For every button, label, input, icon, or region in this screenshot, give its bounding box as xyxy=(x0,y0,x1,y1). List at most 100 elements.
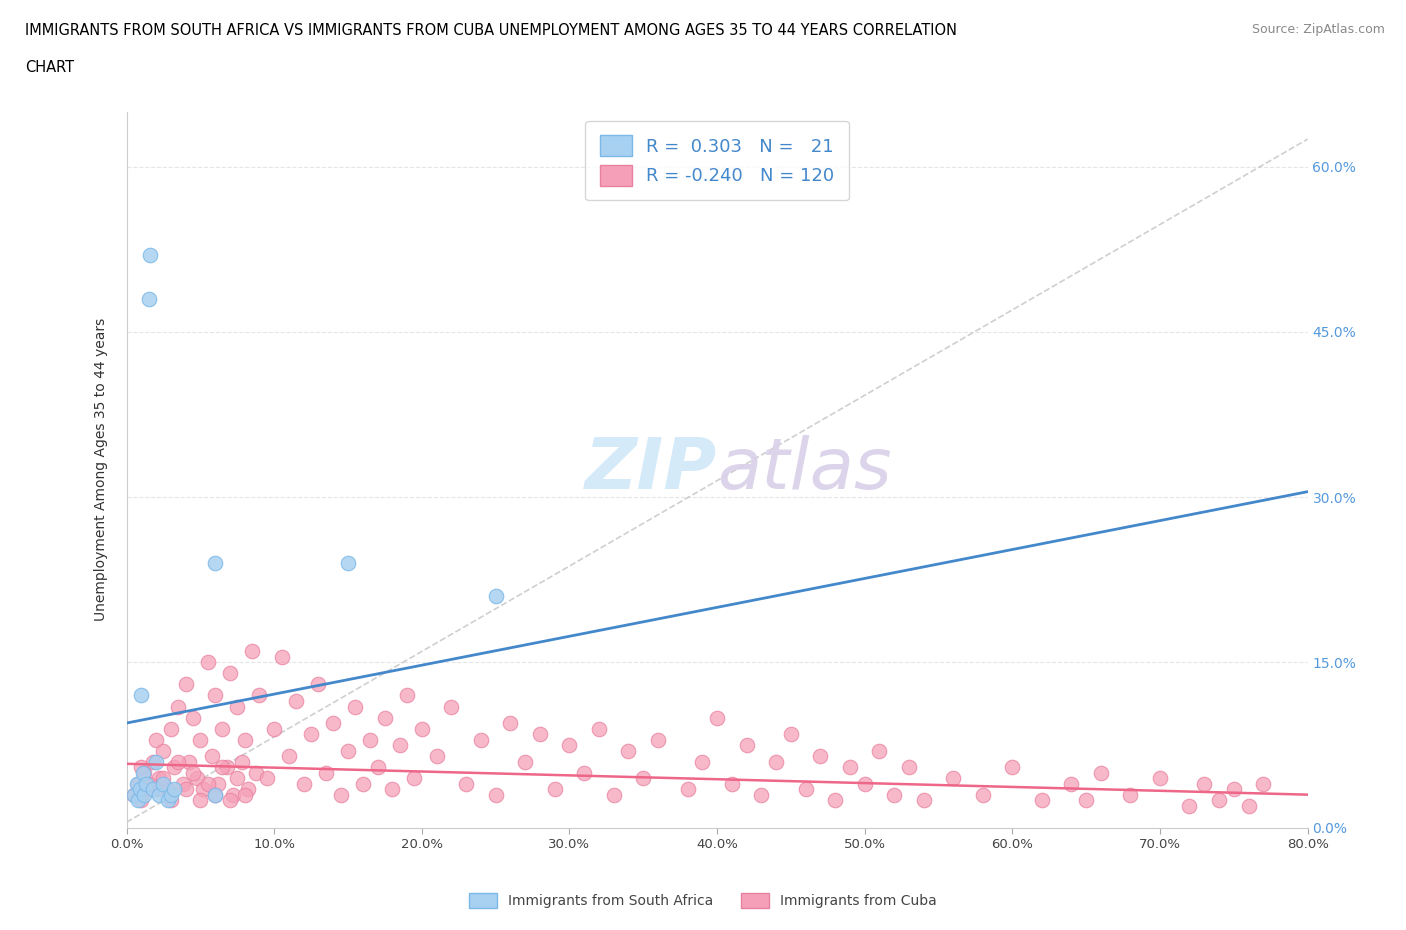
Point xyxy=(543,782,565,797)
Point xyxy=(322,715,344,730)
Point xyxy=(735,737,758,752)
Point xyxy=(256,771,278,786)
Point xyxy=(129,760,153,775)
Point xyxy=(231,754,253,769)
Point xyxy=(631,771,654,786)
Point xyxy=(1119,787,1142,802)
Point xyxy=(388,737,411,752)
Point xyxy=(337,743,360,758)
Point xyxy=(285,694,308,709)
Point xyxy=(1090,765,1112,780)
Point xyxy=(484,787,508,802)
Point xyxy=(163,782,186,797)
Point xyxy=(132,765,155,780)
Point xyxy=(396,688,419,703)
Point xyxy=(127,792,149,807)
Point xyxy=(647,732,669,747)
Point xyxy=(197,777,219,791)
Point xyxy=(156,782,179,797)
Point xyxy=(352,777,374,791)
Point xyxy=(574,765,596,780)
Point xyxy=(129,688,153,703)
Point xyxy=(690,754,713,769)
Point xyxy=(307,677,329,692)
Point xyxy=(720,777,742,791)
Point xyxy=(617,743,640,758)
Point xyxy=(159,792,183,807)
Point xyxy=(245,765,267,780)
Point xyxy=(204,787,226,802)
Point xyxy=(159,721,183,736)
Point xyxy=(226,771,249,786)
Point xyxy=(292,777,315,791)
Point xyxy=(204,556,226,571)
Point xyxy=(972,787,994,802)
Point xyxy=(204,688,226,703)
Point xyxy=(193,782,215,797)
Point xyxy=(779,726,801,741)
Point xyxy=(603,787,626,802)
Point xyxy=(142,754,165,769)
Legend: Immigrants from South Africa, Immigrants from Cuba: Immigrants from South Africa, Immigrants… xyxy=(464,888,942,914)
Point xyxy=(883,787,905,802)
Y-axis label: Unemployment Among Ages 35 to 44 years: Unemployment Among Ages 35 to 44 years xyxy=(94,318,108,621)
Point xyxy=(181,765,204,780)
Point xyxy=(344,699,367,714)
Point xyxy=(167,754,190,769)
Point xyxy=(278,749,301,764)
Point xyxy=(337,556,360,571)
Point xyxy=(219,792,242,807)
Point xyxy=(211,721,233,736)
Text: Source: ZipAtlas.com: Source: ZipAtlas.com xyxy=(1251,23,1385,36)
Point xyxy=(145,754,167,769)
Point xyxy=(454,777,477,791)
Point xyxy=(204,787,226,802)
Point xyxy=(159,787,183,802)
Point xyxy=(470,732,492,747)
Point xyxy=(1001,760,1024,775)
Point xyxy=(425,749,447,764)
Point xyxy=(411,721,433,736)
Point xyxy=(197,655,219,670)
Point xyxy=(177,754,200,769)
Point xyxy=(440,699,463,714)
Point xyxy=(366,760,388,775)
Point xyxy=(148,771,170,786)
Point xyxy=(211,760,233,775)
Point xyxy=(676,782,699,797)
Point xyxy=(558,737,581,752)
Point xyxy=(1222,782,1246,797)
Point xyxy=(201,749,224,764)
Point xyxy=(145,732,167,747)
Point xyxy=(127,777,149,791)
Point xyxy=(222,787,245,802)
Point xyxy=(152,743,174,758)
Text: atlas: atlas xyxy=(717,435,891,504)
Point xyxy=(1031,792,1053,807)
Point xyxy=(174,677,197,692)
Point xyxy=(529,726,551,741)
Point xyxy=(135,777,157,791)
Point xyxy=(233,787,256,802)
Point xyxy=(1178,798,1201,813)
Point xyxy=(270,649,292,664)
Point xyxy=(515,754,537,769)
Legend: R =  0.303   N =   21, R = -0.240   N = 120: R = 0.303 N = 21, R = -0.240 N = 120 xyxy=(585,121,849,200)
Point xyxy=(588,721,610,736)
Point xyxy=(794,782,817,797)
Point xyxy=(838,760,860,775)
Point xyxy=(751,787,773,802)
Point xyxy=(1076,792,1098,807)
Point xyxy=(897,760,920,775)
Point xyxy=(404,771,426,786)
Point xyxy=(381,782,404,797)
Point xyxy=(186,771,208,786)
Point xyxy=(156,792,179,807)
Point xyxy=(181,711,204,725)
Point xyxy=(219,666,242,681)
Point xyxy=(1251,777,1274,791)
Point xyxy=(299,726,322,741)
Point xyxy=(148,787,170,802)
Point xyxy=(129,792,153,807)
Point xyxy=(145,782,167,797)
